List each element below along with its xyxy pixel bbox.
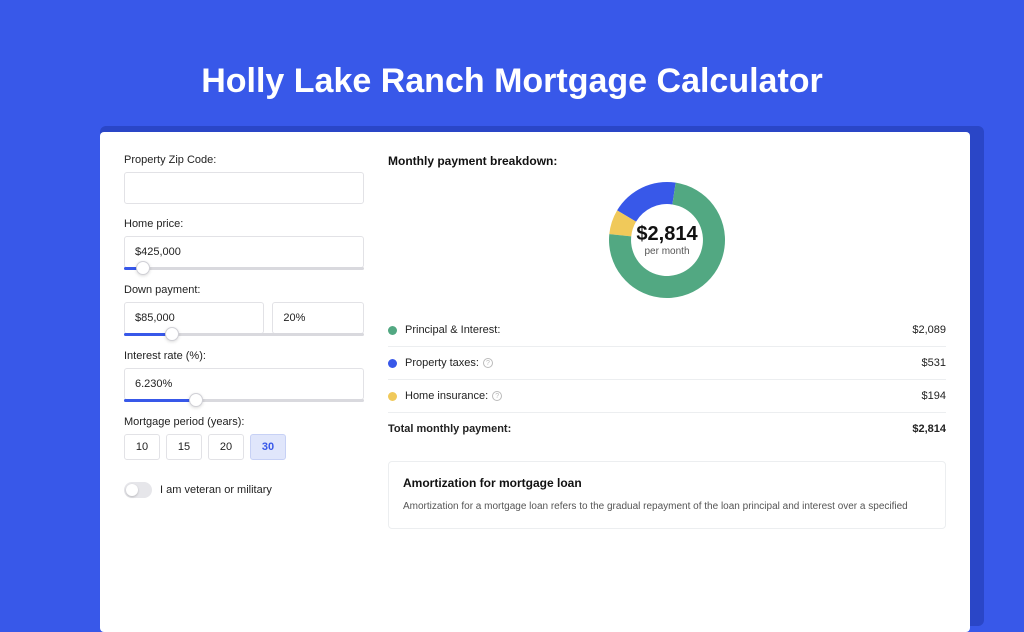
legend-label: Principal & Interest: <box>405 324 912 336</box>
legend-value: $194 <box>922 390 946 402</box>
interest-rate-label: Interest rate (%): <box>124 350 364 362</box>
period-field: Mortgage period (years): 10152030 <box>124 416 364 460</box>
down-payment-label: Down payment: <box>124 284 364 296</box>
period-option-15[interactable]: 15 <box>166 434 202 460</box>
period-label: Mortgage period (years): <box>124 416 364 428</box>
slider-thumb[interactable] <box>189 393 203 407</box>
legend-dot <box>388 326 397 335</box>
slider-thumb[interactable] <box>136 261 150 275</box>
home-price-slider[interactable] <box>124 267 364 270</box>
inputs-column: Property Zip Code: Home price: Down paym… <box>124 154 364 610</box>
veteran-toggle[interactable] <box>124 482 152 498</box>
donut-sub: per month <box>636 246 697 257</box>
interest-rate-field: Interest rate (%): <box>124 350 364 402</box>
info-icon[interactable]: ? <box>483 358 493 368</box>
legend-dot <box>388 359 397 368</box>
legend-label: Property taxes:? <box>405 357 922 369</box>
period-option-30[interactable]: 30 <box>250 434 286 460</box>
legend-value: $2,089 <box>912 324 946 336</box>
page-title: Holly Lake Ranch Mortgage Calculator <box>0 0 1024 101</box>
veteran-label: I am veteran or military <box>160 484 272 496</box>
amortization-box: Amortization for mortgage loan Amortizat… <box>388 461 946 529</box>
home-price-input[interactable] <box>124 236 364 268</box>
breakdown-column: Monthly payment breakdown: $2,814 per mo… <box>388 154 946 610</box>
legend-value: $531 <box>922 357 946 369</box>
donut-center: $2,814 per month <box>636 223 697 257</box>
donut-chart: $2,814 per month <box>388 180 946 300</box>
total-row: Total monthly payment: $2,814 <box>388 412 946 445</box>
legend-dot <box>388 392 397 401</box>
down-payment-slider[interactable] <box>124 333 364 336</box>
zip-input[interactable] <box>124 172 364 204</box>
zip-field: Property Zip Code: <box>124 154 364 204</box>
info-icon[interactable]: ? <box>492 391 502 401</box>
down-payment-amount-input[interactable] <box>124 302 264 334</box>
veteran-row: I am veteran or military <box>124 482 364 498</box>
legend-row: Property taxes:?$531 <box>388 346 946 379</box>
interest-rate-slider[interactable] <box>124 399 364 402</box>
toggle-knob <box>126 484 138 496</box>
legend-row: Principal & Interest:$2,089 <box>388 314 946 346</box>
down-payment-percent-input[interactable] <box>272 302 364 334</box>
total-label: Total monthly payment: <box>388 423 912 435</box>
period-option-10[interactable]: 10 <box>124 434 160 460</box>
period-option-20[interactable]: 20 <box>208 434 244 460</box>
home-price-label: Home price: <box>124 218 364 230</box>
legend-row: Home insurance:?$194 <box>388 379 946 412</box>
slider-thumb[interactable] <box>165 327 179 341</box>
total-value: $2,814 <box>912 423 946 435</box>
zip-label: Property Zip Code: <box>124 154 364 166</box>
legend-label: Home insurance:? <box>405 390 922 402</box>
calculator-card: Property Zip Code: Home price: Down paym… <box>100 132 970 632</box>
down-payment-field: Down payment: <box>124 284 364 336</box>
interest-rate-input[interactable] <box>124 368 364 400</box>
breakdown-title: Monthly payment breakdown: <box>388 154 946 168</box>
home-price-field: Home price: <box>124 218 364 270</box>
amortization-title: Amortization for mortgage loan <box>403 476 931 490</box>
donut-amount: $2,814 <box>636 223 697 246</box>
